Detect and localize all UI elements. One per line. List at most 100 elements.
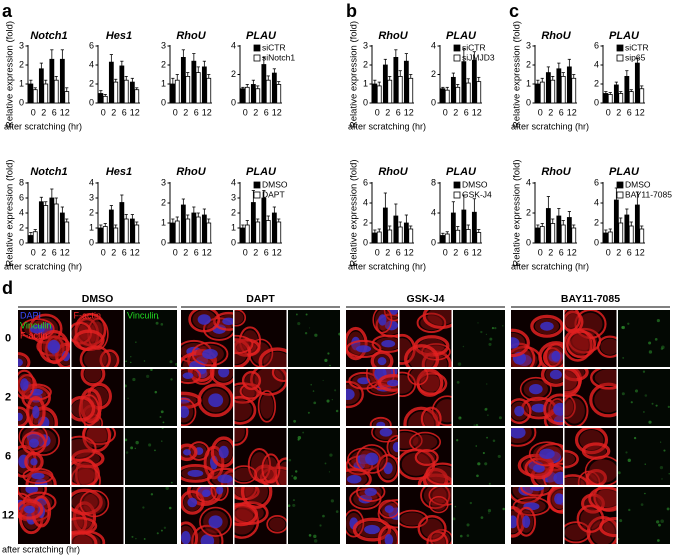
error-bar [572, 224, 576, 228]
vinculin-signal [146, 374, 150, 379]
vinculin-signal [488, 482, 491, 485]
error-bar [175, 216, 179, 221]
bar [624, 214, 630, 244]
image-background [618, 428, 670, 485]
vinculin-signal [293, 476, 297, 480]
bar [550, 223, 556, 244]
bar [108, 209, 114, 244]
vinculin-signal [642, 370, 646, 373]
vinculin-signal [327, 352, 330, 355]
vinculin-signal [659, 466, 664, 470]
bar [59, 58, 65, 104]
actin-signal [378, 499, 398, 519]
bar [403, 222, 409, 244]
actin-fill [589, 459, 617, 483]
vinculin-signal [656, 520, 660, 524]
bar [387, 79, 393, 104]
actin-signal [414, 448, 439, 466]
error-bar [256, 218, 260, 222]
actin-fill [71, 399, 92, 418]
y-tick-label: 4 [431, 207, 436, 217]
bar [476, 232, 482, 244]
actin-signal [599, 516, 617, 538]
y-tick-label: 1 [161, 78, 166, 88]
micrograph [399, 310, 452, 367]
actin-fill [71, 462, 96, 484]
micrograph [71, 487, 124, 544]
y-tick-label: 1 [161, 217, 166, 227]
error-bar [383, 58, 387, 65]
channel-label: F-actin [74, 310, 102, 320]
error-bar [441, 86, 445, 89]
vinculin-signal [484, 407, 488, 411]
vinculin-signal [622, 356, 625, 359]
error-bar [50, 188, 54, 198]
vinculin-signal [498, 416, 502, 420]
bar [603, 232, 609, 244]
vinculin-signal [134, 447, 136, 450]
actin-fill [77, 333, 101, 348]
actin-signal [27, 428, 60, 456]
y-tick-label: 0 [594, 237, 599, 247]
legend-label: siCTR [262, 42, 286, 52]
vinculin-signal [667, 405, 670, 409]
actin-signal [540, 369, 563, 387]
x-tick-label: 0 [443, 107, 448, 117]
vinculin-signal [130, 356, 132, 358]
subplot-title: RhoU [541, 166, 571, 178]
x-tick-label: 6 [559, 107, 564, 117]
error-bar [120, 194, 124, 203]
bar [271, 212, 277, 244]
x-tick-label: 0 [173, 247, 178, 257]
bar [102, 95, 108, 104]
x-axis-label: after scratching (hr) [511, 261, 589, 271]
error-bar [196, 66, 200, 73]
micrograph [288, 487, 340, 544]
vinculin-signal [457, 362, 462, 366]
bar [450, 76, 456, 104]
bar [560, 76, 566, 104]
legend-label: GSK-J4 [462, 189, 492, 199]
actin-signal [417, 515, 447, 542]
actin-signal [241, 370, 262, 391]
error-bar [114, 224, 118, 228]
bar [261, 197, 267, 244]
image-background [453, 310, 505, 367]
error-bar [202, 60, 206, 67]
actin-signal [589, 369, 617, 390]
vinculin-signal [143, 538, 146, 540]
x-tick-label: 6 [396, 107, 401, 117]
actin-signal [234, 338, 252, 367]
nucleus [392, 442, 398, 453]
vinculin-signal [618, 538, 620, 540]
actin-fill [244, 373, 259, 388]
bar [28, 83, 34, 104]
actin-signal [199, 506, 232, 537]
bar [43, 83, 49, 104]
vinculin-signal [661, 478, 663, 480]
vinculin-signal [330, 499, 334, 503]
actin-signal [181, 351, 217, 367]
micrograph [71, 428, 124, 485]
bar [624, 76, 630, 104]
legend-swatch [253, 191, 261, 199]
x-tick-label: 2 [548, 107, 553, 117]
x-tick-label: 12 [272, 247, 282, 257]
x-axis-label: after scratching (hr) [348, 121, 426, 131]
actin-signal [581, 442, 611, 460]
vinculin-signal [291, 475, 294, 477]
actin-fill [431, 498, 447, 511]
actin-signal [420, 406, 442, 426]
x-tick-label: 2 [41, 247, 46, 257]
vinculin-signal [462, 345, 465, 348]
vinculin-signal [170, 481, 173, 484]
vinculin-signal [331, 399, 333, 401]
error-bar [103, 94, 107, 97]
micrograph [453, 428, 505, 485]
actin-signal [528, 441, 563, 467]
actin-signal [422, 310, 452, 330]
subplot-title: PLAU [246, 30, 277, 42]
actin-fill [412, 434, 438, 450]
legend-swatch [253, 54, 261, 62]
error-bar [130, 214, 134, 219]
